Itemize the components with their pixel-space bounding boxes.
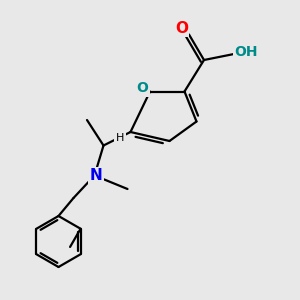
Text: O: O [175, 21, 188, 36]
Text: O: O [136, 82, 148, 95]
Text: N: N [90, 168, 102, 183]
Text: OH: OH [234, 46, 258, 59]
Text: H: H [116, 133, 124, 143]
